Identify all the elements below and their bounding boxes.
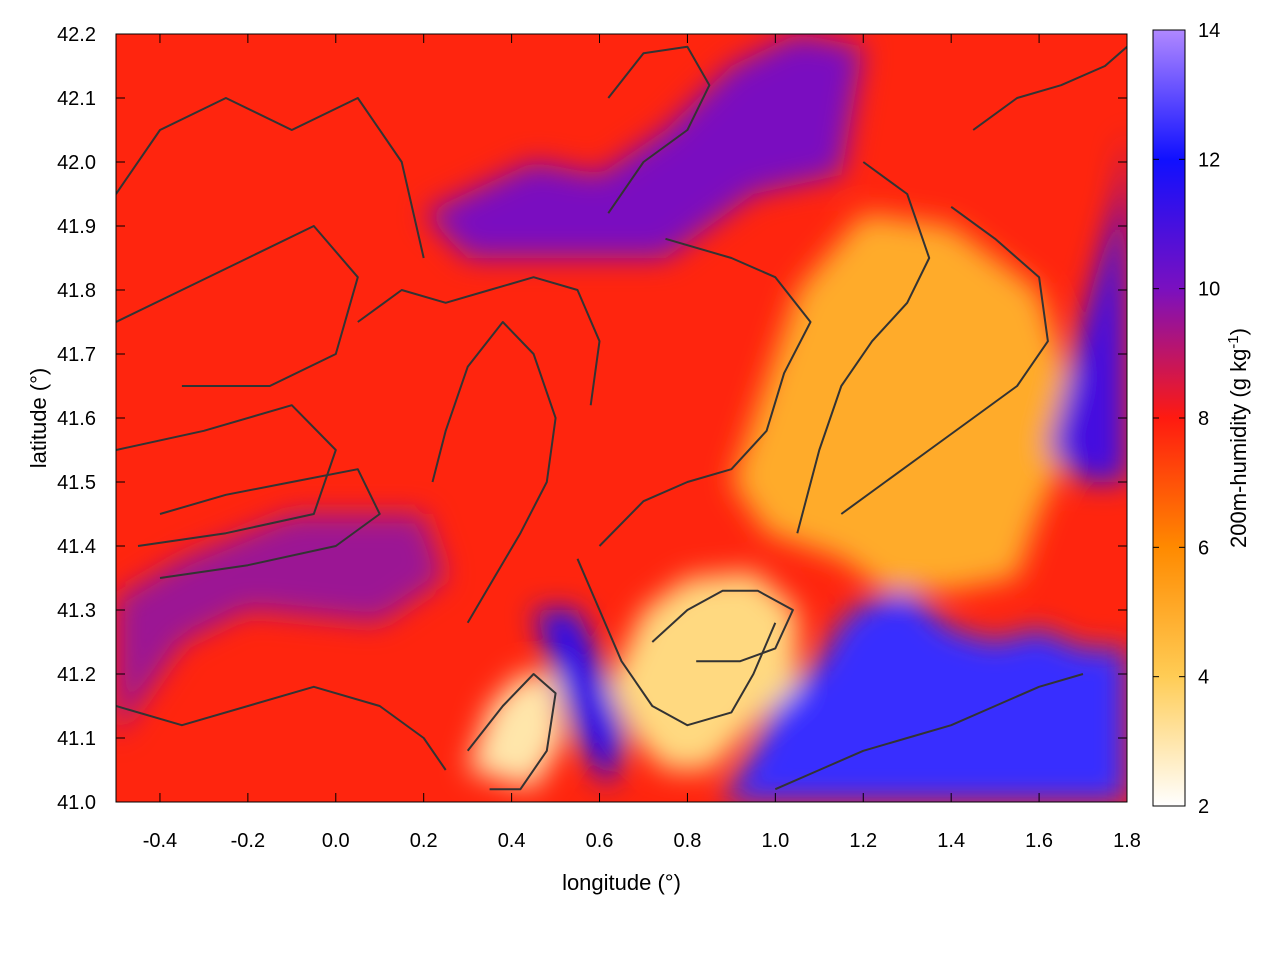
colorbar-ticks: 2 4 6 8 10 12 14 xyxy=(1153,20,1220,818)
y-tick-label: 41.0 xyxy=(57,792,96,814)
y-axis-label: latitude (°) xyxy=(26,368,51,469)
region-delta-dry xyxy=(608,571,798,770)
y-tick-label: 41.2 xyxy=(57,664,96,686)
y-tick-label: 41.9 xyxy=(57,216,96,238)
contour-line xyxy=(972,46,1127,131)
contour-line xyxy=(598,237,812,547)
colorbar-tick-label: 12 xyxy=(1198,149,1220,171)
y-tick-label: 41.6 xyxy=(57,408,96,430)
contour-line xyxy=(651,589,794,663)
y-tick-label: 42.0 xyxy=(57,152,96,174)
y-tick-label: 42.1 xyxy=(57,88,96,110)
contour-lines xyxy=(116,45,1127,791)
contour-line xyxy=(159,468,381,579)
region-north-moist xyxy=(423,34,864,258)
colorbar-label: 200m-humidity (g kg-1) xyxy=(1225,328,1252,548)
contour-line xyxy=(431,321,557,624)
region-central-moist xyxy=(116,514,446,738)
region-northeast-moist xyxy=(1047,130,1127,482)
y-tick-label: 41.4 xyxy=(57,536,96,558)
x-tick-label: 0.0 xyxy=(322,830,350,852)
x-tick-label: -0.4 xyxy=(143,830,177,852)
x-tick-label: 0.6 xyxy=(586,830,614,852)
x-tick-label: 1.2 xyxy=(849,830,877,852)
colorbar-tick-label: 8 xyxy=(1198,408,1209,430)
colorbar-tick-label: 6 xyxy=(1198,537,1209,559)
colorbar-tick-label: 14 xyxy=(1198,20,1220,42)
contour-line xyxy=(796,161,931,534)
colorbar-label-main: 200m-humidity (g kg xyxy=(1226,349,1251,548)
y-tick-label: 42.2 xyxy=(57,24,96,46)
x-axis-label: longitude (°) xyxy=(562,870,681,895)
contour-line xyxy=(116,404,337,547)
region-east-coast-dry xyxy=(731,213,1083,591)
contour-line xyxy=(116,685,447,771)
x-tick-label: 1.4 xyxy=(937,830,965,852)
x-tick-label: 0.4 xyxy=(498,830,526,852)
contour-line xyxy=(774,673,1084,791)
colorbar-tick-label: 4 xyxy=(1198,667,1209,689)
contour-line xyxy=(116,225,359,387)
y-tick-label: 41.3 xyxy=(57,600,96,622)
region-channel-moist xyxy=(533,610,626,790)
plot-area xyxy=(116,34,1127,802)
colorbar-tick-label: 10 xyxy=(1198,279,1220,301)
colorbar-label-end: ) xyxy=(1226,328,1251,335)
contour-line xyxy=(576,558,777,727)
y-tick-label: 41.8 xyxy=(57,280,96,302)
contour-line xyxy=(116,97,425,259)
y-tick-label: 41.7 xyxy=(57,344,96,366)
x-tick-label: 1.6 xyxy=(1025,830,1053,852)
contour-line xyxy=(466,673,557,791)
x-axis: -0.4 -0.2 0.0 0.2 0.4 0.6 0.8 1.0 1.2 1.4 1.6 1.8 xyxy=(143,34,1141,852)
x-tick-label: -0.2 xyxy=(231,830,265,852)
x-tick-label: 0.2 xyxy=(410,830,438,852)
colorbar-label-superscript: -1 xyxy=(1225,335,1242,348)
x-tick-label: 1.8 xyxy=(1113,830,1141,852)
x-tick-label: 1.0 xyxy=(761,830,789,852)
contour-line xyxy=(607,45,711,214)
humidity-regions xyxy=(116,34,1127,802)
y-axis: 41.0 41.1 41.2 41.3 41.4 41.5 41.6 41.7 41.8 41.9… xyxy=(57,24,1127,814)
region-sea xyxy=(722,590,1127,802)
x-tick-label: 0.8 xyxy=(674,830,702,852)
y-tick-label: 41.5 xyxy=(57,472,96,494)
y-tick-label: 41.1 xyxy=(57,728,96,750)
contour-line xyxy=(357,276,601,406)
colorbar-tick-label: 2 xyxy=(1198,796,1209,818)
contour-line xyxy=(840,205,1049,515)
